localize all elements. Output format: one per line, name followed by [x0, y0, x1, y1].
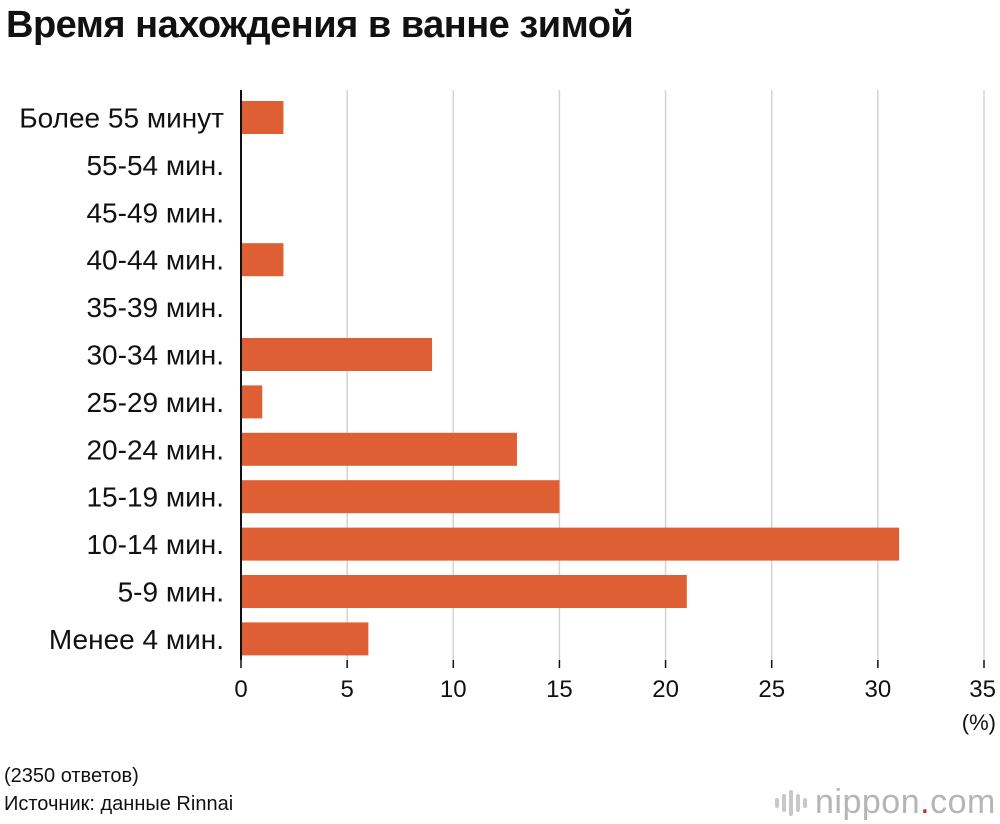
category-label: 45-49 мин. [86, 197, 224, 228]
bar [241, 480, 560, 514]
bar [241, 527, 900, 561]
gridlines [346, 90, 985, 660]
logo-bars-icon [775, 789, 807, 816]
logo-name: nippon [815, 783, 921, 821]
category-label: Менее 4 мин. [49, 624, 224, 655]
x-axis-ticks: 0 5 10 15 20 25 30 35 [234, 660, 996, 703]
x-tick-label: 30 [865, 676, 892, 703]
x-tick-label: 25 [758, 676, 785, 703]
x-tick-label: 15 [546, 676, 573, 703]
bars [241, 101, 900, 656]
bar [241, 338, 433, 371]
category-label: Более 55 минут [19, 103, 224, 134]
x-tick-label: 35 [969, 676, 996, 703]
category-label: 30-34 мин. [86, 340, 224, 371]
x-tick-label: 5 [340, 676, 353, 703]
category-label: 55-54 мин. [86, 150, 224, 181]
bar [241, 243, 284, 277]
respondents-note: (2350 ответов) [4, 765, 139, 787]
x-axis-unit: (%) [962, 710, 996, 735]
source-note: Источник: данные Rinnai [4, 793, 234, 815]
category-label: 10-14 мин. [86, 529, 224, 560]
category-labels: Более 55 минут 55-54 мин. 45-49 мин. 40-44 … [19, 103, 224, 655]
x-tick-label: 10 [440, 676, 467, 703]
category-label: 35-39 мин. [86, 292, 224, 323]
chart-title: Время нахождения в ванне зимой [6, 4, 634, 46]
bar [241, 575, 687, 608]
category-label: 5-9 мин. [118, 577, 224, 608]
category-label: 25-29 мин. [86, 387, 224, 418]
category-label: 20-24 мин. [86, 434, 224, 465]
x-tick-label: 20 [652, 676, 679, 703]
nippon-logo: nippon.com [775, 783, 996, 822]
bar [241, 432, 517, 466]
category-label: 15-19 мин. [86, 482, 224, 513]
bar [241, 622, 369, 656]
bar [241, 101, 284, 134]
logo-dot: . [920, 783, 931, 821]
category-label: 40-44 мин. [86, 245, 224, 276]
bar [241, 385, 263, 419]
x-tick-label: 0 [234, 676, 247, 703]
bar-chart: Более 55 минут 55-54 мин. 45-49 мин. 40-44 … [19, 90, 996, 735]
logo-suffix: com [930, 783, 996, 821]
